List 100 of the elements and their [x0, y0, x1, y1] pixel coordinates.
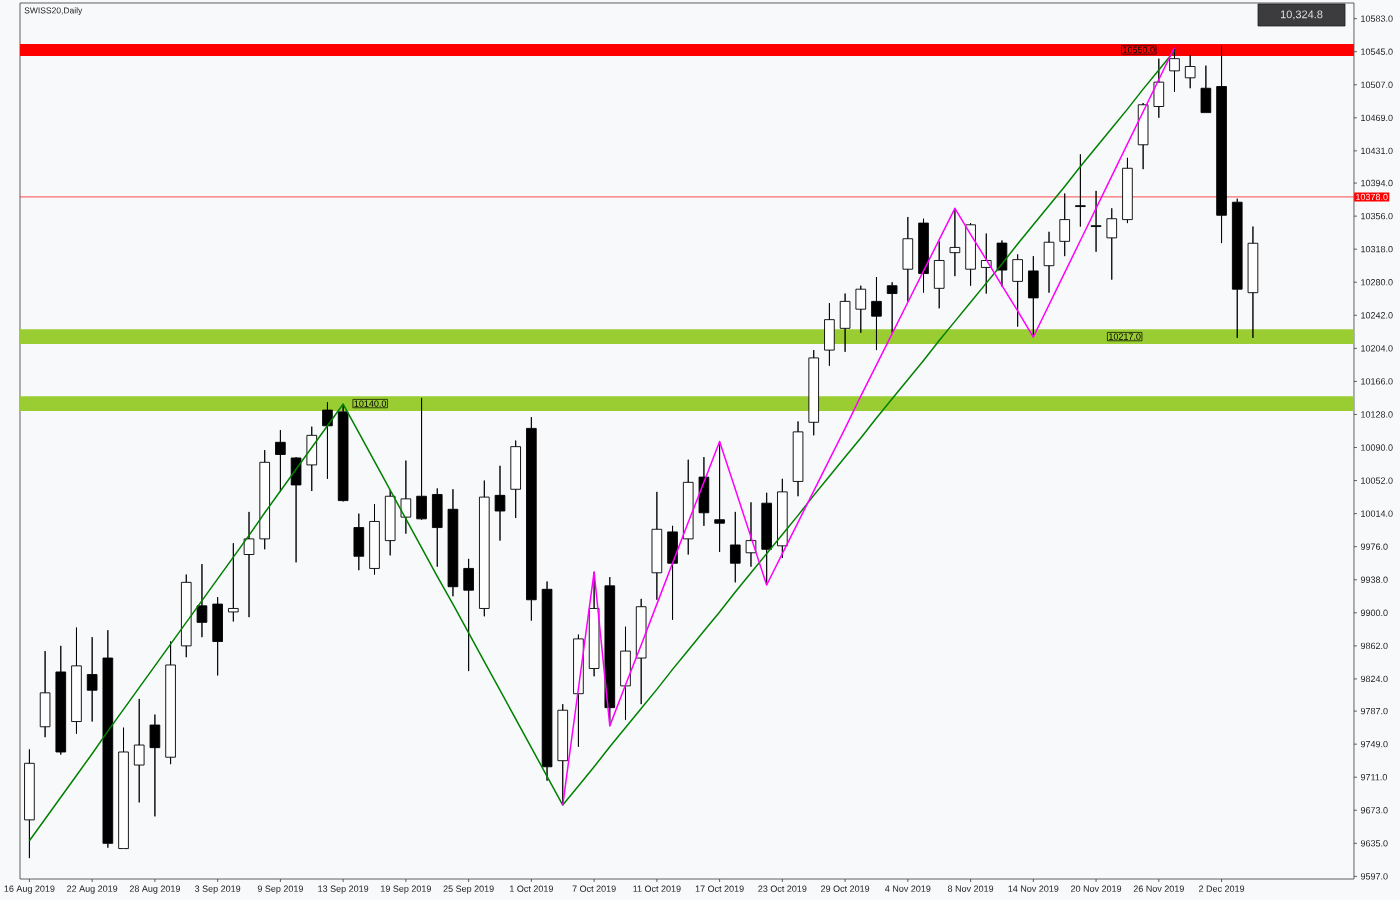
candlestick	[682, 459, 694, 555]
candlestick	[886, 281, 898, 334]
candlestick	[729, 511, 741, 583]
x-tick-label: 29 Oct 2019	[821, 885, 870, 892]
candlestick	[102, 629, 114, 849]
y-tick-label: 9673.0	[1360, 807, 1388, 814]
y-tick-label: 9787.0	[1360, 707, 1388, 715]
candlestick	[180, 574, 192, 658]
candlestick	[667, 525, 678, 621]
y-tick-label: 9749.0	[1360, 740, 1388, 748]
candlestick	[149, 714, 161, 817]
band-label: 10217.0	[1109, 333, 1141, 340]
candlestick	[24, 748, 35, 859]
y-tick-label: 10204.0	[1361, 345, 1393, 352]
candlestick	[1169, 46, 1180, 93]
candlestick	[1247, 226, 1259, 339]
y-tick-label: 9597.0	[1360, 873, 1388, 880]
band-label: 10550.0	[1123, 46, 1155, 54]
candlestick	[118, 727, 129, 849]
y-tick-label: 9824.0	[1360, 675, 1388, 683]
y-tick-label: 10090.0	[1361, 444, 1393, 451]
candlestick	[902, 216, 914, 302]
y-tick-label: 9711.0	[1360, 774, 1387, 781]
candlestick	[1075, 153, 1086, 228]
candlestick	[243, 511, 255, 618]
candlestick	[871, 276, 882, 351]
y-tick-label: 10507.0	[1361, 81, 1393, 88]
x-tick-label: 22 Aug 2019	[67, 885, 118, 894]
candlestick	[918, 218, 929, 294]
y-tick-label: 10583.0	[1361, 15, 1393, 22]
candlestick	[165, 641, 176, 765]
candlestick	[839, 293, 851, 353]
candlestick	[447, 488, 459, 597]
candlestick	[369, 503, 380, 575]
candlestick	[541, 581, 553, 782]
x-tick-label: 4 Nov 2019	[885, 885, 931, 892]
candlestick	[1137, 102, 1149, 170]
x-tick-label: 3 Sep 2019	[194, 885, 241, 894]
candlestick	[337, 403, 349, 502]
candlestick	[400, 460, 412, 535]
candlestick	[55, 645, 67, 756]
candlestick	[1216, 45, 1227, 244]
candlestick	[322, 401, 333, 480]
y-tick-label: 10356.0	[1361, 212, 1393, 220]
x-tick-label: 8 Nov 2019	[947, 885, 994, 892]
candlestick	[275, 429, 286, 493]
candlestick	[777, 478, 788, 559]
candlestick	[306, 426, 318, 492]
candlestick	[1090, 190, 1102, 253]
y-tick-label: 10431.0	[1361, 147, 1393, 155]
y-tick-label: 10545.0	[1361, 48, 1393, 55]
candlestick	[86, 636, 98, 722]
x-tick-label: 9 Sep 2019	[257, 885, 303, 894]
x-tick-label: 11 Oct 2019	[633, 885, 681, 892]
candlestick	[479, 480, 490, 617]
chart-title: SWISS20,Daily	[24, 7, 83, 16]
candlestick	[416, 397, 427, 521]
candlestick	[996, 240, 1008, 288]
y-tick-label: 9635.0	[1360, 840, 1388, 847]
candlestick	[353, 513, 365, 571]
candlestick	[228, 542, 239, 622]
candlestick	[1122, 157, 1133, 224]
candlestick	[39, 650, 51, 738]
candlestick	[463, 558, 474, 672]
candlestick	[1028, 255, 1039, 338]
candlestick	[290, 456, 302, 563]
candlestick	[824, 302, 835, 367]
y-tick-label: 10014.0	[1361, 510, 1393, 517]
candlestick	[965, 222, 976, 287]
y-tick-label: 10394.0	[1361, 179, 1393, 187]
candlestick	[1059, 193, 1071, 257]
candlestick	[620, 626, 631, 721]
x-tick-label: 17 Oct 2019	[695, 885, 744, 892]
y-tick-label: 10128.0	[1361, 411, 1393, 418]
y-tick-label: 9938.0	[1360, 576, 1388, 583]
y-tick-label: 10280.0	[1361, 279, 1393, 286]
y-tick-label: 10469.0	[1361, 114, 1393, 122]
candlestick	[510, 440, 521, 519]
candlestick	[259, 449, 271, 550]
text: 10,324.8	[1280, 10, 1323, 20]
candlestick	[651, 491, 663, 601]
candlestick	[71, 627, 82, 735]
candlestick	[1200, 65, 1212, 114]
x-tick-label: 16 Aug 2019	[4, 885, 55, 894]
candlestick	[635, 598, 647, 705]
x-tick-label: 23 Oct 2019	[758, 885, 807, 892]
candlestick	[1231, 198, 1243, 339]
x-tick-label: 7 Oct 2019	[572, 885, 616, 892]
candlestick	[855, 285, 867, 334]
y-tick-label: 10166.0	[1361, 378, 1393, 385]
candlestick	[808, 349, 820, 436]
x-tick-label: 2 Dec 2019	[1199, 885, 1245, 892]
x-tick-label: 14 Nov 2019	[1008, 885, 1059, 892]
y-tick-label: 10242.0	[1361, 312, 1393, 319]
candlestick	[494, 465, 506, 542]
candlestick	[933, 240, 945, 309]
candlestick	[431, 487, 443, 568]
x-tick-label: 19 Sep 2019	[381, 885, 431, 894]
candlestick	[792, 420, 804, 497]
candlestick	[1184, 54, 1196, 89]
